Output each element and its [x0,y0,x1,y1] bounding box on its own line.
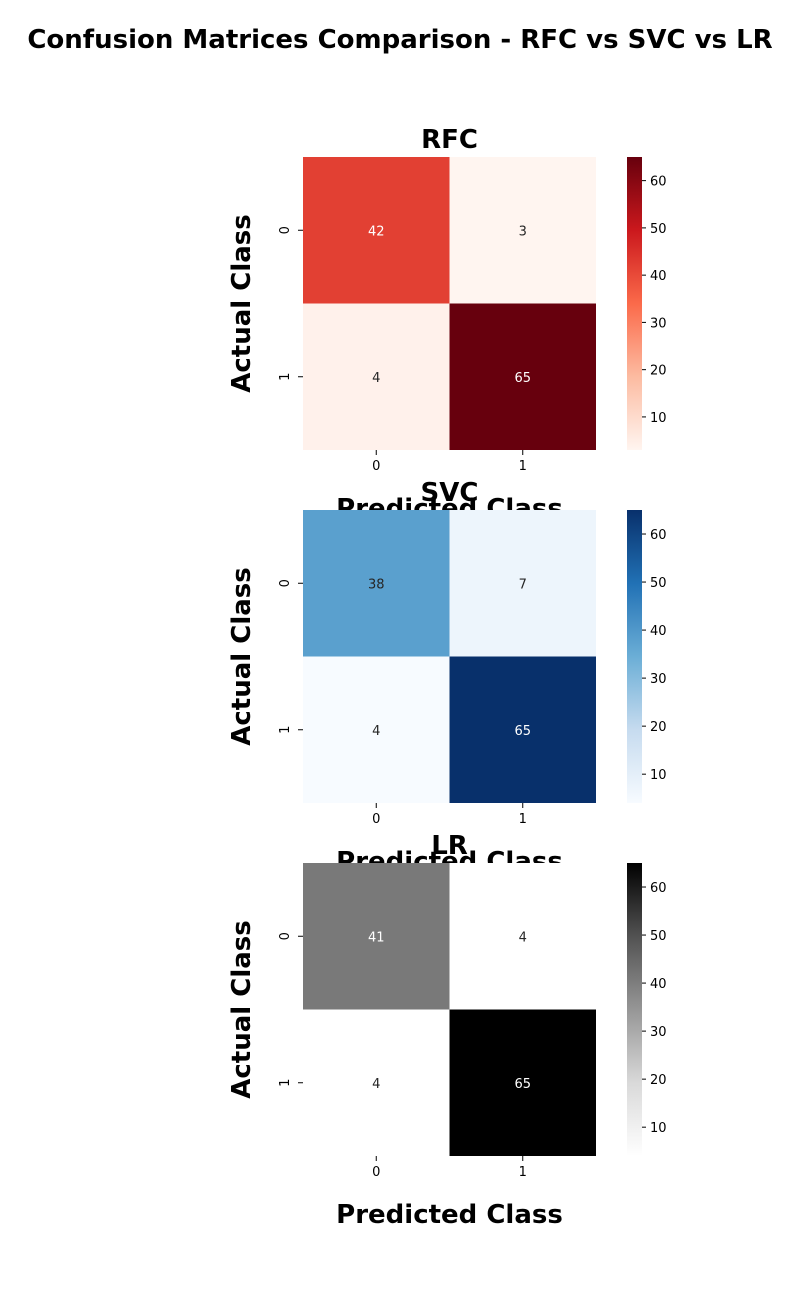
rfc-cell-label-0-1: 3 [519,224,527,239]
rfc-colorbar-tick-label-2: 30 [650,316,667,331]
svc-colorbar-tick-label-3: 40 [650,624,667,639]
rfc-x-tick-label-0: 0 [372,459,380,474]
rfc-cell-0-1 [449,157,596,304]
rfc-title: RFC [421,125,478,155]
lr-colorbar [627,863,642,1156]
lr-cell-1-0 [303,1009,450,1156]
lr-cell-0-0 [303,863,450,1010]
svc-colorbar-tick-label-0: 10 [650,768,667,783]
svc-cell-1-1 [449,656,596,803]
lr-xlabel: Predicted Class [336,1200,563,1230]
lr-x-tick-label-1: 1 [519,1165,527,1180]
rfc-cell-1-1 [449,303,596,450]
lr-colorbar-tick-label-0: 10 [650,1121,667,1136]
lr-x-tick-label-0: 0 [372,1165,380,1180]
rfc-cell-0-0 [303,157,450,304]
lr-y-tick-label-0: 0 [278,932,293,940]
svc-ylabel: Actual Class [227,567,257,745]
svc-cell-label-0-1: 7 [519,577,527,592]
rfc-cell-1-0 [303,303,450,450]
svc-colorbar-tick-label-2: 30 [650,672,667,687]
lr-cell-label-1-1: 65 [514,1077,531,1092]
rfc-colorbar-tick-label-1: 20 [650,364,667,379]
svc-cell-label-1-0: 4 [372,724,380,739]
rfc-ylabel: Actual Class [227,214,257,392]
lr-colorbar-tick-label-2: 30 [650,1025,667,1040]
svc-cell-0-0 [303,510,450,657]
lr-cell-label-1-0: 4 [372,1077,380,1092]
rfc-y-tick-label-0: 0 [278,226,293,234]
lr-ylabel: Actual Class [227,920,257,1098]
svc-x-tick-label-0: 0 [372,812,380,827]
rfc-cell-label-1-0: 4 [372,371,380,386]
svc-x-tick-label-1: 1 [519,812,527,827]
lr-cell-label-0-1: 4 [519,930,527,945]
lr-cell-1-1 [449,1009,596,1156]
svc-cell-label-1-1: 65 [514,724,531,739]
svc-cell-label-0-0: 38 [368,577,385,592]
svc-colorbar-tick-label-5: 60 [650,528,667,543]
svc-cell-0-1 [449,510,596,657]
lr-colorbar-tick-label-4: 50 [650,929,667,944]
lr-colorbar-tick-label-1: 20 [650,1073,667,1088]
svc-colorbar-tick-label-1: 20 [650,720,667,735]
svc-cell-1-0 [303,656,450,803]
rfc-y-tick-label-1: 1 [278,373,293,381]
lr-cell-0-1 [449,863,596,1010]
svc-colorbar [627,510,642,803]
rfc-colorbar-tick-label-5: 60 [650,175,667,190]
svc-colorbar-tick-label-4: 50 [650,576,667,591]
rfc-colorbar-tick-label-0: 10 [650,411,667,426]
lr-colorbar-tick-label-3: 40 [650,977,667,992]
lr-title: LR [431,831,468,861]
figure-title: Confusion Matrices Comparison - RFC vs S… [27,25,772,55]
svc-title: SVC [421,478,479,508]
lr-y-tick-label-1: 1 [278,1079,293,1087]
rfc-x-tick-label-1: 1 [519,459,527,474]
rfc-cell-label-1-1: 65 [514,371,531,386]
rfc-cell-label-0-0: 42 [368,224,385,239]
rfc-colorbar-tick-label-4: 50 [650,222,667,237]
lr-colorbar-tick-label-5: 60 [650,881,667,896]
rfc-colorbar [627,157,642,450]
svc-y-tick-label-1: 1 [278,726,293,734]
svc-y-tick-label-0: 0 [278,579,293,587]
rfc-colorbar-tick-label-3: 40 [650,269,667,284]
lr-cell-label-0-0: 41 [368,930,385,945]
